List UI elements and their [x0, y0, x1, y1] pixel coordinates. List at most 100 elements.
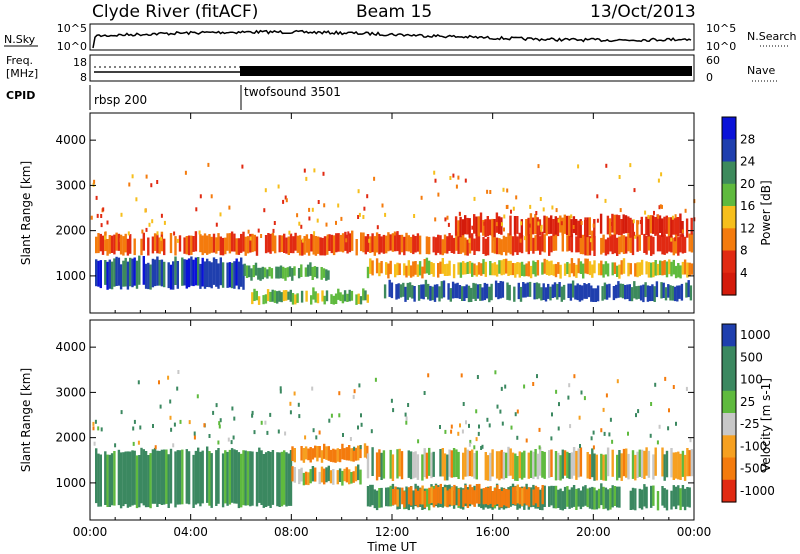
heatmap-cell	[185, 259, 188, 289]
heatmap-cell	[446, 263, 449, 276]
heatmap-cell	[449, 176, 452, 180]
freq-label-line1: Freq.	[6, 54, 33, 67]
heatmap-cell	[325, 222, 328, 227]
heatmap-cell	[473, 490, 476, 507]
heatmap-cell	[672, 385, 675, 389]
heatmap-cell	[391, 233, 395, 252]
heatmap-cell	[491, 232, 494, 253]
heatmap-cell	[289, 233, 293, 254]
heatmap-cell	[285, 290, 288, 301]
heatmap-cell	[489, 452, 492, 482]
freq-label-line2: [MHz]	[6, 67, 38, 80]
heatmap-cell	[156, 450, 159, 507]
heatmap-cell	[524, 236, 526, 241]
heatmap-cell	[221, 237, 225, 256]
heatmap-cell	[526, 282, 529, 297]
heatmap-cell	[131, 174, 134, 179]
heatmap-cell	[597, 488, 601, 509]
heatmap-cell	[151, 449, 155, 504]
heatmap-cell	[473, 445, 476, 450]
colorbar-tick-label: 12	[740, 221, 755, 235]
heatmap-cell	[359, 445, 362, 450]
heatmap-cell	[104, 231, 107, 252]
heatmap-cell	[469, 484, 472, 504]
heatmap-cell	[518, 487, 522, 505]
heatmap-cell	[423, 448, 426, 478]
heatmap-cell	[385, 235, 388, 254]
heatmap-cell	[498, 216, 501, 234]
heatmap-cell	[279, 265, 283, 279]
heatmap-cell	[494, 280, 498, 298]
heatmap-cell	[97, 260, 100, 287]
heatmap-cell	[359, 296, 363, 305]
heatmap-cell	[167, 262, 170, 289]
heatmap-cell	[364, 290, 367, 301]
heatmap-cell	[434, 178, 437, 183]
heatmap-cell	[366, 453, 370, 479]
heatmap-cell	[263, 208, 266, 213]
heatmap-cell	[228, 262, 232, 288]
heatmap-cell	[491, 218, 494, 237]
heatmap-cell	[592, 430, 595, 435]
heatmap-cell	[493, 262, 497, 276]
heatmap-cell	[219, 418, 222, 423]
heatmap-cell	[169, 399, 172, 404]
heatmap-cell	[96, 213, 99, 218]
x-tick-label: 04:00	[173, 525, 208, 539]
heatmap-cell	[437, 234, 440, 253]
colorbar-segment	[722, 161, 736, 185]
cpid-program-1: twofsound 3501	[244, 85, 341, 99]
heatmap-cell	[503, 214, 506, 219]
heatmap-cell	[285, 452, 288, 507]
heatmap-cell	[616, 265, 619, 277]
n-sky-trace	[92, 29, 692, 49]
heatmap-cell	[463, 286, 466, 301]
heatmap-cell	[628, 284, 631, 302]
heatmap-cell	[278, 290, 281, 302]
colorbar-tick-label: 16	[740, 199, 755, 213]
heatmap-cell	[178, 235, 182, 252]
heatmap-cell	[135, 197, 138, 202]
heatmap-cell	[104, 235, 106, 240]
heatmap-cell	[106, 261, 109, 290]
heatmap-cell	[135, 455, 139, 509]
heatmap-cell	[369, 258, 372, 274]
heatmap-cell	[158, 237, 161, 254]
heatmap-cell	[172, 443, 175, 448]
y-tick-label: 4000	[55, 340, 86, 354]
heatmap-cell	[334, 449, 337, 463]
heatmap-cell	[500, 449, 503, 479]
heatmap-cell	[400, 451, 404, 480]
freq-panel: Freq. [MHz] 18 8 60 0 Nave	[6, 54, 778, 84]
heatmap-cell	[135, 260, 139, 289]
heatmap-cell	[657, 178, 660, 183]
heatmap-cell	[233, 233, 236, 252]
heatmap-cell	[470, 287, 473, 302]
heatmap-cell	[670, 235, 673, 253]
colorbar-segment	[722, 183, 736, 207]
heatmap-cell	[489, 486, 492, 504]
heatmap-cell	[586, 236, 589, 256]
heatmap-cell	[206, 446, 209, 503]
heatmap-cell	[369, 236, 372, 253]
heatmap-cell	[208, 451, 211, 506]
heatmap-cell	[126, 451, 130, 508]
heatmap-cell	[468, 261, 472, 274]
heatmap-cell	[578, 284, 582, 302]
heatmap-cell	[404, 286, 407, 302]
heatmap-cell	[579, 261, 583, 274]
heatmap-cell	[244, 450, 247, 506]
heatmap-cell	[322, 268, 326, 278]
heatmap-cell	[414, 488, 417, 506]
heatmap-cell	[297, 402, 300, 407]
heatmap-cell	[448, 449, 451, 477]
heatmap-cell	[423, 490, 427, 508]
heatmap-cell	[147, 237, 150, 256]
heatmap-cell	[412, 490, 415, 510]
heatmap-cell	[513, 216, 517, 235]
heatmap-cell	[249, 236, 252, 241]
heatmap-cell	[588, 261, 592, 276]
heatmap-cell	[505, 205, 508, 209]
heatmap-cell	[656, 263, 660, 276]
